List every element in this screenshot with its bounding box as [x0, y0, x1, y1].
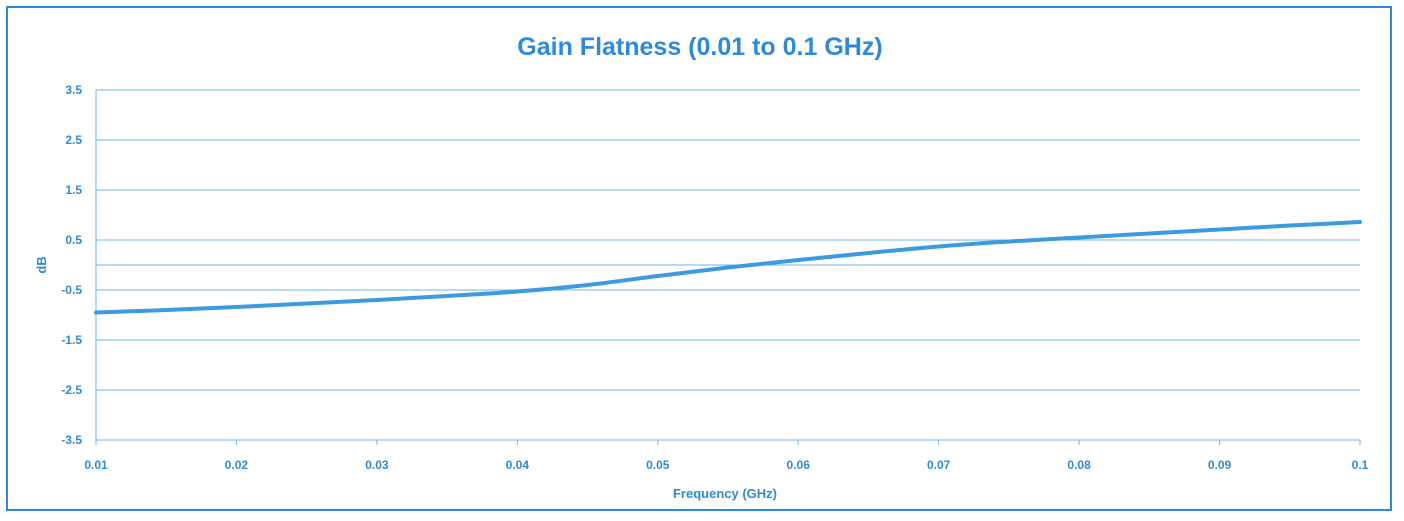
- y-tick-label: 0.5: [65, 233, 82, 247]
- x-tick-label: 0.08: [1067, 458, 1091, 472]
- grid-lines: [95, 89, 1360, 441]
- x-tick-label: 0.04: [506, 458, 530, 472]
- x-tick-label: 0.02: [225, 458, 249, 472]
- x-tick-label: 0.03: [365, 458, 389, 472]
- gain-series-line: [94, 220, 1362, 315]
- x-tick-labels: 0.01 0.02 0.03 0.04 0.05 0.06 0.07 0.08 0.09 0.1: [84, 440, 1369, 472]
- y-tick-label: -1.5: [61, 333, 82, 347]
- y-axis-label: dB: [34, 256, 49, 273]
- y-tick-label: -2.5: [61, 383, 82, 397]
- x-tick-label: 0.1: [1352, 458, 1369, 472]
- x-tick-label: 0.05: [646, 458, 670, 472]
- x-tick-label: 0.06: [787, 458, 811, 472]
- chart-title: Gain Flatness (0.01 to 0.1 GHz): [517, 33, 882, 61]
- y-tick-label: 2.5: [65, 133, 82, 147]
- x-axis-label: Frequency (GHz): [673, 486, 777, 501]
- y-tick-label: 3.5: [65, 83, 82, 97]
- x-tick-label: 0.01: [84, 458, 108, 472]
- y-tick-label: -3.5: [61, 433, 82, 447]
- x-tick-label: 0.07: [927, 458, 951, 472]
- y-tick-label: -0.5: [61, 283, 82, 297]
- y-tick-label: 1.5: [65, 183, 82, 197]
- x-tick-label: 0.09: [1208, 458, 1232, 472]
- y-tick-labels: 3.5 2.5 1.5 0.5 -0.5 -1.5 -2.5 -3.5: [61, 83, 82, 447]
